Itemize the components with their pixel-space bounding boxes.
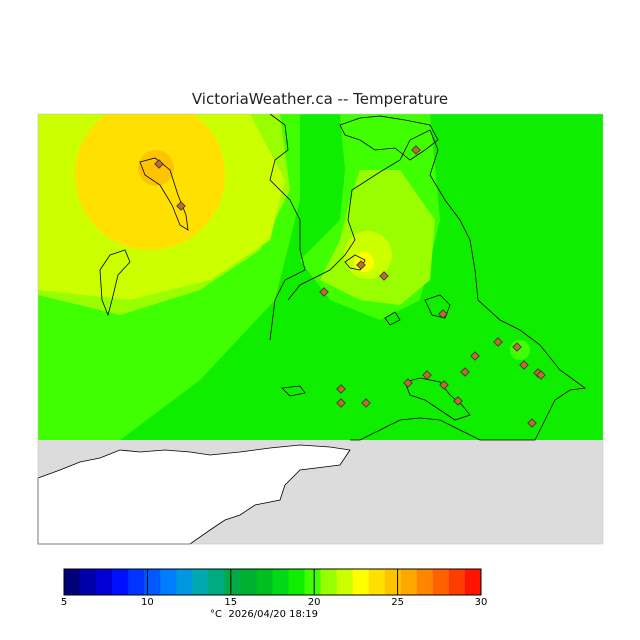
station-marker[interactable] — [512, 342, 522, 352]
island-southwest — [99, 249, 131, 317]
legend-bin — [320, 569, 338, 595]
legend-caption: °C 2026/04/20 18:19 — [210, 609, 318, 620]
page-title: VictoriaWeather.ca -- Temperature — [191, 90, 449, 108]
station-marker[interactable] — [536, 370, 546, 380]
temperature-field — [38, 114, 603, 440]
legend-bin — [80, 569, 97, 595]
station-marker[interactable] — [176, 201, 186, 211]
legend-bin — [384, 569, 402, 595]
station-marker[interactable] — [154, 159, 164, 169]
legend-tick-label: 20 — [307, 597, 321, 608]
station-marker[interactable] — [439, 380, 449, 390]
saanich-coastline — [287, 129, 587, 441]
station-marker[interactable] — [422, 370, 432, 380]
station-marker[interactable] — [361, 398, 371, 408]
station-marker[interactable] — [519, 360, 529, 370]
station-marker[interactable] — [379, 271, 389, 281]
station-marker[interactable] — [527, 418, 537, 428]
small-island — [281, 385, 306, 397]
legend-tick-label: 5 — [60, 597, 68, 608]
southern-landmass — [37, 444, 351, 545]
legend-bin — [128, 569, 145, 595]
legend-bin — [336, 569, 354, 595]
legend-bin — [240, 569, 257, 595]
island-north — [339, 115, 439, 161]
legend-bin — [144, 569, 161, 595]
legend-bin — [272, 569, 290, 595]
color-legend — [63, 568, 482, 596]
legend-bin — [304, 569, 322, 595]
legend-bin — [64, 569, 81, 595]
island-west — [139, 157, 189, 231]
station-marker[interactable] — [336, 384, 346, 394]
station-marker[interactable] — [438, 309, 448, 319]
legend-bin — [208, 569, 225, 595]
legend-bin — [464, 569, 482, 595]
station-marker[interactable] — [470, 351, 480, 361]
station-marker[interactable] — [403, 378, 413, 388]
map-frame — [37, 113, 604, 545]
station-marker[interactable] — [460, 367, 470, 377]
legend-bin — [256, 569, 273, 595]
legend-bin — [400, 569, 418, 595]
small-lake-outline — [384, 311, 401, 326]
legend-bin — [160, 569, 177, 595]
legend-tick-label: 15 — [224, 597, 238, 608]
legend-bin — [112, 569, 129, 595]
legend-tick-label: 25 — [391, 597, 404, 608]
station-marker[interactable] — [411, 145, 421, 155]
western-coastline — [269, 113, 306, 341]
harbour-outline — [404, 377, 471, 421]
station-marker[interactable] — [493, 337, 503, 347]
station-marker[interactable] — [453, 396, 463, 406]
legend-bin — [176, 569, 193, 595]
legend-bin — [416, 569, 434, 595]
legend-timestamp: 2026/04/20 18:19 — [228, 609, 318, 620]
legend-unit: °C — [210, 609, 222, 620]
legend-bin — [368, 569, 386, 595]
station-marker[interactable] — [319, 287, 329, 297]
station-markers — [154, 145, 546, 428]
legend-tick-label: 30 — [474, 597, 488, 608]
station-marker[interactable] — [356, 260, 366, 270]
legend-tick-label: 10 — [141, 597, 154, 608]
lake-outline — [424, 294, 451, 319]
legend-bin — [432, 569, 450, 595]
legend-bin — [192, 569, 209, 595]
legend-bin — [224, 569, 241, 595]
legend-bin — [288, 569, 306, 595]
station-marker[interactable] — [336, 398, 346, 408]
legend-bin — [448, 569, 466, 595]
legend-bin — [96, 569, 113, 595]
legend-bin — [352, 569, 370, 595]
